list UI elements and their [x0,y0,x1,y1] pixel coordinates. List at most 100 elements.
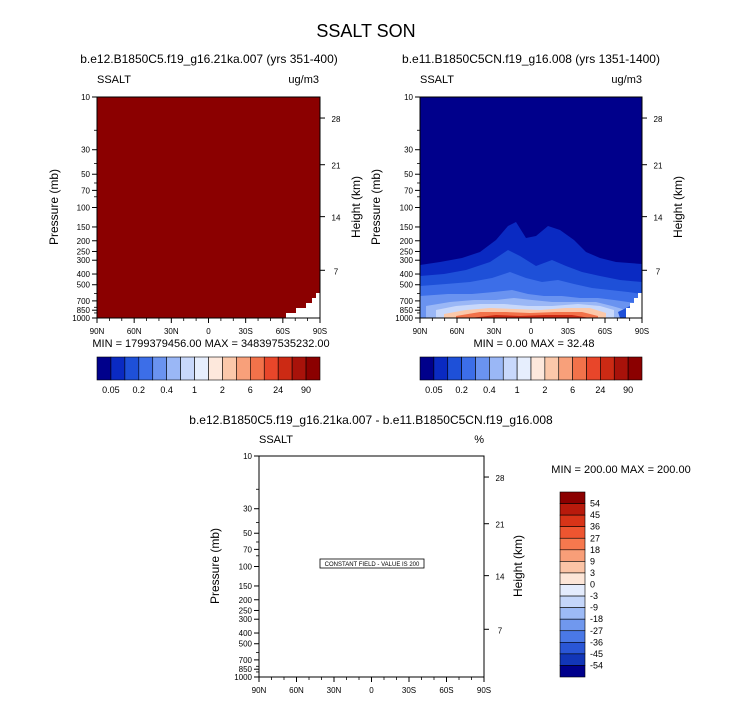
colorbar-label: 0.2 [455,385,468,395]
y2-tick-label: 21 [496,521,505,530]
colorbar-swatch [222,356,237,381]
colorbar-swatch [559,584,586,597]
y-tick-label: 400 [239,629,253,638]
colorbar-swatch [305,356,321,381]
colorbar-swatch [558,356,573,381]
y2-tick-label: 14 [332,214,341,223]
colorbar-label: 24 [595,385,605,395]
panel-diff-y2label: Height (km) [511,535,525,597]
colorbar-swatch [194,356,209,381]
x-tick-label: 30N [327,686,342,695]
colorbar-swatch [559,503,586,516]
y-tick-label: 70 [243,545,252,554]
panel-diff-axes: 1030507010015020025030040050070085010002… [234,452,505,695]
panel-diff: b.e12.B1850C5.f19_g16.21ka.007 - b.e11.B… [189,413,690,695]
colorbar-swatch [559,607,586,620]
colorbar-swatch [559,665,586,678]
y-tick-label: 50 [243,529,252,538]
y-tick-label: 700 [239,656,253,665]
y-tick-label: 500 [400,281,414,290]
colorbar-label: -27 [590,626,603,636]
y-tick-label: 500 [239,640,253,649]
panel-right-variable: SSALT [420,74,454,86]
x-tick-label: 60S [439,686,453,695]
y-tick-label: 300 [239,615,253,624]
x-tick-label: 90N [413,327,428,336]
x-tick-label: 0 [206,327,211,336]
colorbar-label: 0.05 [102,385,120,395]
colorbar-label: 18 [590,545,600,555]
x-tick-label: 30N [164,327,179,336]
colorbar-swatch [502,356,518,381]
colorbar-swatch [559,642,586,655]
colorbar-label: 1 [515,385,520,395]
y-tick-label: 10 [404,93,413,102]
colorbar-label: 9 [590,556,595,566]
y2-tick-label: 7 [498,626,503,635]
y-tick-label: 300 [77,256,91,265]
panel-right-surface-notch [626,293,642,318]
x-tick-label: 60N [450,327,465,336]
colorbar-label: 2 [220,385,225,395]
y-tick-label: 30 [243,505,252,514]
panel-left-variable: SSALT [97,74,131,86]
colorbar-label: -9 [590,603,598,613]
colorbar-swatch [559,561,586,574]
figure-title: SSALT SON [316,21,415,41]
y-tick-label: 200 [400,237,414,246]
y-tick-label: 10 [81,93,90,102]
colorbar-label: 0 [590,580,595,590]
y2-tick-label: 28 [332,115,341,124]
panel-right-axes: 1030507010015020025030040050070085010002… [395,93,663,336]
x-tick-label: 60N [127,327,142,336]
panel-left-stats: MIN = 1799379456.00 MAX = 348397535232.0… [92,338,329,350]
y2-tick-label: 21 [332,162,341,171]
panel-diff-subtitle: b.e12.B1850C5.f19_g16.21ka.007 - b.e11.B… [189,413,553,427]
colorbar-label: -54 [590,660,603,670]
x-tick-label: 90S [313,327,327,336]
panel-left-axes: 1030507010015020025030040050070085010002… [72,93,341,336]
colorbar-swatch [516,356,532,381]
colorbar-label: 0.2 [133,385,146,395]
y2-tick-label: 7 [656,267,661,276]
x-tick-label: 30S [402,686,416,695]
y-tick-label: 100 [400,204,414,213]
y-tick-label: 50 [81,170,90,179]
colorbar-label: -45 [590,649,603,659]
y-tick-label: 500 [77,281,91,290]
y-tick-label: 100 [77,204,91,213]
colorbar-swatch [559,491,586,504]
colorbar-label: 24 [273,385,283,395]
colorbar-label: 36 [590,522,600,532]
colorbar-swatch [559,537,586,551]
colorbar-swatch [208,356,223,381]
colorbar-swatch [152,356,167,381]
y2-tick-label: 21 [654,162,663,171]
panel-left: b.e12.B1850C5.f19_g16.21ka.007 (yrs 351-… [47,52,363,350]
x-tick-label: 30S [239,327,253,336]
colorbar-swatch [138,356,154,381]
colorbar-label: 1 [192,385,197,395]
colorbar-label: 45 [590,510,600,520]
panel-right-field [420,97,642,318]
panel-left-ylabel: Pressure (mb) [47,169,61,245]
colorbar-swatch [236,356,251,381]
colorbar-swatch [166,356,181,381]
panel-diff-units: % [474,434,484,446]
colorbar-swatch [544,356,560,381]
colorbar-label: -36 [590,637,603,647]
colorbar-swatch [277,356,293,381]
y-tick-label: 100 [239,563,253,572]
panel-right-units: ug/m3 [611,74,642,86]
colorbar-label: 0.4 [160,385,173,395]
colorbar-right: 0.05 0.2 0.4 1 2 6 24 90 [419,356,643,395]
x-tick-label: 60N [289,686,304,695]
panel-left-surface-notch [286,293,320,318]
x-tick-label: 90N [252,686,267,695]
colorbar-swatch [475,356,490,381]
y-tick-label: 150 [77,223,91,232]
y-tick-label: 70 [81,186,90,195]
x-tick-label: 60S [276,327,290,336]
colorbar-swatch [559,514,586,527]
